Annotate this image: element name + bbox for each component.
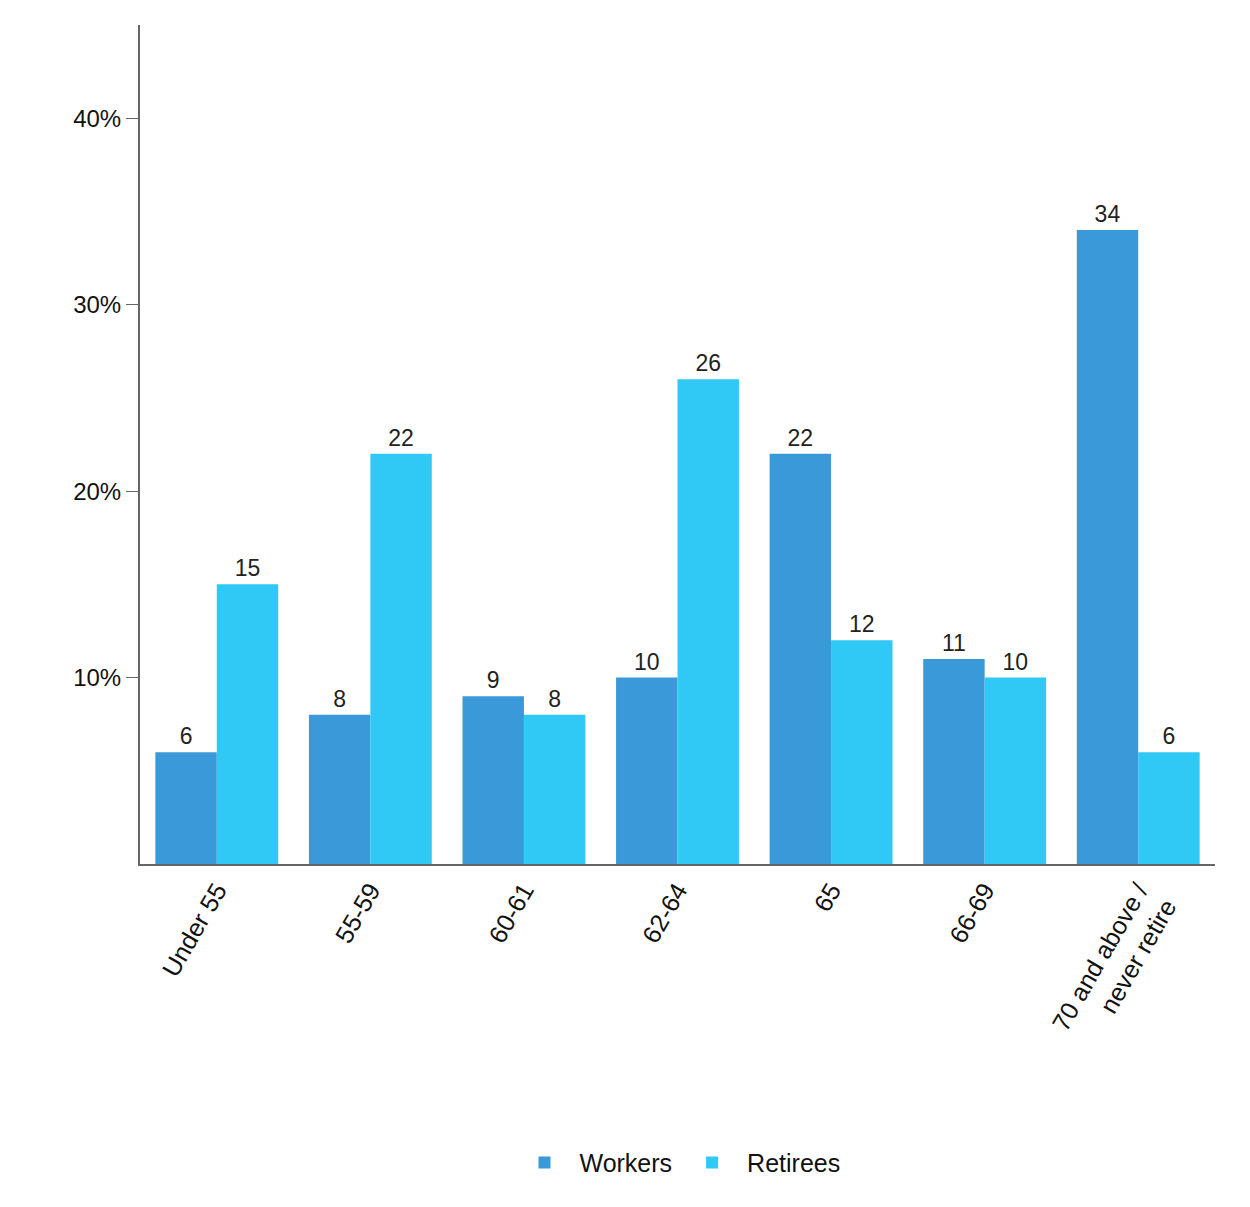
- svg-text:40%: 40%: [73, 105, 121, 132]
- svg-text:11: 11: [942, 630, 966, 656]
- svg-text:70 and above /never retire: 70 and above /never retire: [1046, 878, 1181, 1052]
- svg-text:Workers: Workers: [580, 1149, 673, 1177]
- svg-text:62-64: 62-64: [636, 878, 692, 947]
- svg-text:55-59: 55-59: [329, 878, 385, 947]
- svg-text:26: 26: [695, 350, 721, 376]
- svg-text:Under 55: Under 55: [156, 878, 232, 981]
- svg-text:10%: 10%: [73, 664, 121, 691]
- svg-text:12: 12: [849, 611, 875, 637]
- svg-text:60-61: 60-61: [483, 878, 539, 947]
- svg-text:66-69: 66-69: [944, 878, 1000, 947]
- svg-text:34: 34: [1095, 201, 1121, 227]
- svg-text:6: 6: [1163, 723, 1176, 749]
- svg-text:6: 6: [180, 723, 193, 749]
- svg-text:10: 10: [1003, 649, 1029, 675]
- svg-text:15: 15: [235, 555, 261, 581]
- svg-text:8: 8: [548, 686, 561, 712]
- svg-text:22: 22: [788, 425, 814, 451]
- svg-text:22: 22: [388, 425, 414, 451]
- svg-text:Retirees: Retirees: [747, 1149, 840, 1177]
- svg-text:8: 8: [333, 686, 346, 712]
- svg-text:20%: 20%: [73, 478, 121, 505]
- svg-text:9: 9: [487, 667, 500, 693]
- svg-text:30%: 30%: [73, 291, 121, 318]
- svg-text:10: 10: [634, 649, 660, 675]
- svg-text:65: 65: [808, 878, 846, 916]
